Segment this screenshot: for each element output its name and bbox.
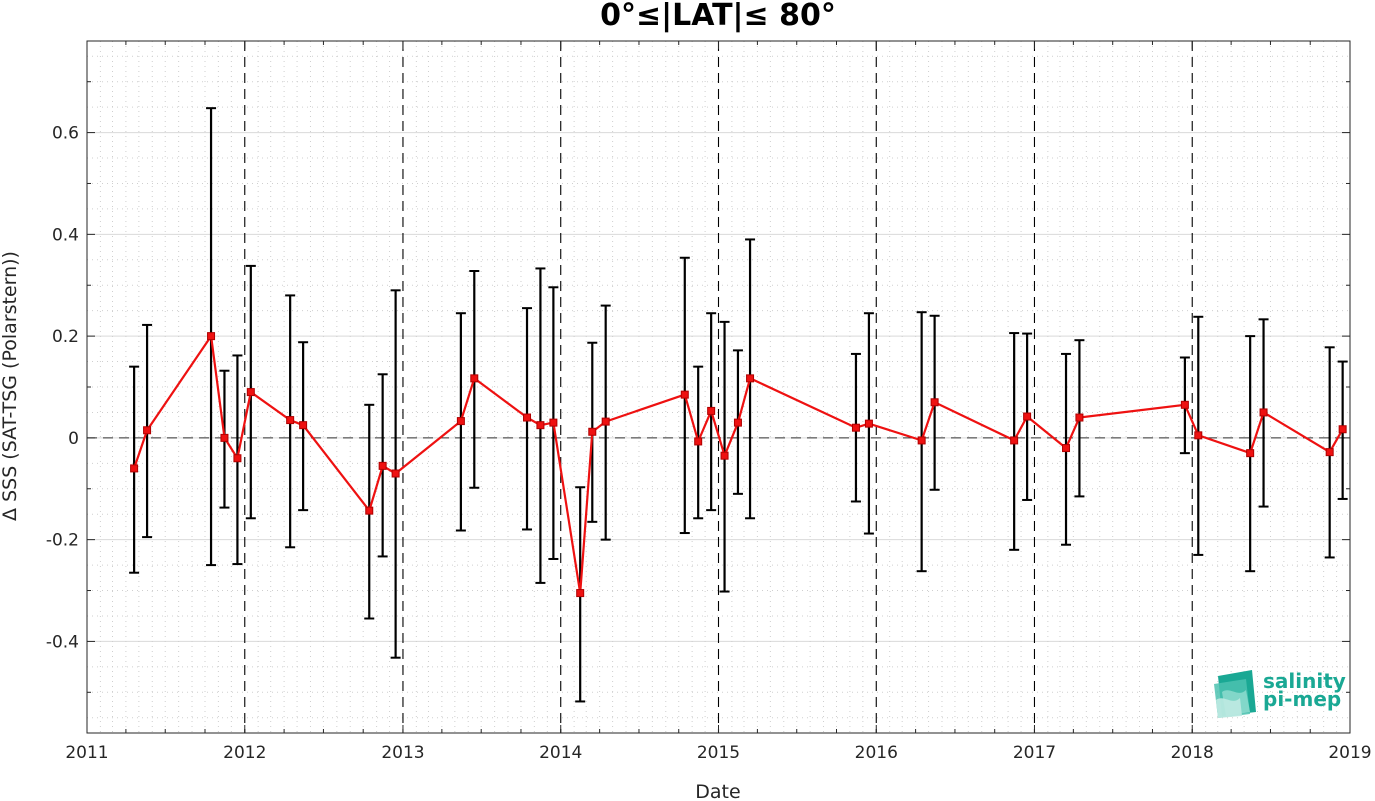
logo-text-salinity: salinity xyxy=(1263,669,1346,693)
x-tick-label: 2017 xyxy=(1013,743,1056,763)
data-point xyxy=(220,433,229,442)
data-point xyxy=(1259,408,1268,417)
y-tick-label: 0.4 xyxy=(52,225,79,245)
x-tick-label: 2014 xyxy=(539,743,582,763)
y-tick-label: -0.2 xyxy=(46,531,79,551)
data-point xyxy=(588,427,597,436)
data-point xyxy=(917,436,926,445)
x-tick-label: 2012 xyxy=(223,743,266,763)
y-tick-label: 0.2 xyxy=(52,327,79,347)
data-point xyxy=(470,374,479,383)
data-point xyxy=(523,413,532,422)
data-point xyxy=(365,506,374,515)
data-point xyxy=(536,421,545,430)
grid xyxy=(87,41,1350,733)
data-point xyxy=(1246,449,1255,458)
data-point xyxy=(1010,436,1019,445)
y-tick-label: -0.4 xyxy=(46,632,79,652)
data-point xyxy=(1075,413,1084,422)
x-axis-label: Date xyxy=(695,781,740,801)
data-point xyxy=(1062,444,1071,453)
data-point xyxy=(864,419,873,428)
data-point xyxy=(299,421,308,430)
chart-title: 0°≤|LAT|≤ 80° xyxy=(600,0,836,33)
logo-text-pi-mep: pi-mep xyxy=(1263,687,1341,711)
logo-icon xyxy=(1214,670,1256,718)
x-tick-label: 2016 xyxy=(855,743,898,763)
data-point xyxy=(1338,425,1347,434)
data-point xyxy=(549,418,558,427)
data-point xyxy=(707,406,716,415)
data-point xyxy=(1194,431,1203,440)
axis-ticks xyxy=(86,41,1351,733)
data-point xyxy=(1180,400,1189,409)
y-tick-label: 0.6 xyxy=(52,124,79,144)
data-point xyxy=(378,461,387,470)
data-point xyxy=(601,417,610,426)
y-tick-label: 0 xyxy=(68,429,79,449)
error-bars xyxy=(129,107,1348,703)
data-point xyxy=(207,332,216,341)
data-point xyxy=(246,388,255,397)
data-point xyxy=(720,451,729,460)
data-point xyxy=(694,437,703,446)
x-tick-label: 2019 xyxy=(1328,743,1371,763)
data-point xyxy=(680,390,689,399)
data-point xyxy=(576,589,585,598)
data-point xyxy=(851,423,860,432)
data-point xyxy=(733,418,742,427)
data-point xyxy=(1325,448,1334,457)
tick-labels: -0.4 -0.2 0 0.2 0.4 0.6 2011 2012 2013 2014 2015 20… xyxy=(46,124,1372,763)
series-layer xyxy=(130,332,1347,598)
y-axis-label: Δ SSS (SAT-TSG (Polarstern)) xyxy=(0,251,21,521)
data-point xyxy=(456,417,465,426)
x-tick-label: 2018 xyxy=(1171,743,1214,763)
data-point xyxy=(746,374,755,383)
x-tick-label: 2015 xyxy=(697,743,740,763)
data-point xyxy=(286,416,295,425)
data-point xyxy=(1023,412,1032,421)
data-point xyxy=(130,464,139,473)
data-point xyxy=(391,469,400,478)
data-point xyxy=(930,398,939,407)
salinity-pi-mep-logo: salinity pi-mep xyxy=(1214,669,1346,718)
x-tick-label: 2013 xyxy=(381,743,424,763)
data-point xyxy=(233,454,242,463)
data-point xyxy=(143,426,152,435)
x-tick-label: 2011 xyxy=(65,743,108,763)
